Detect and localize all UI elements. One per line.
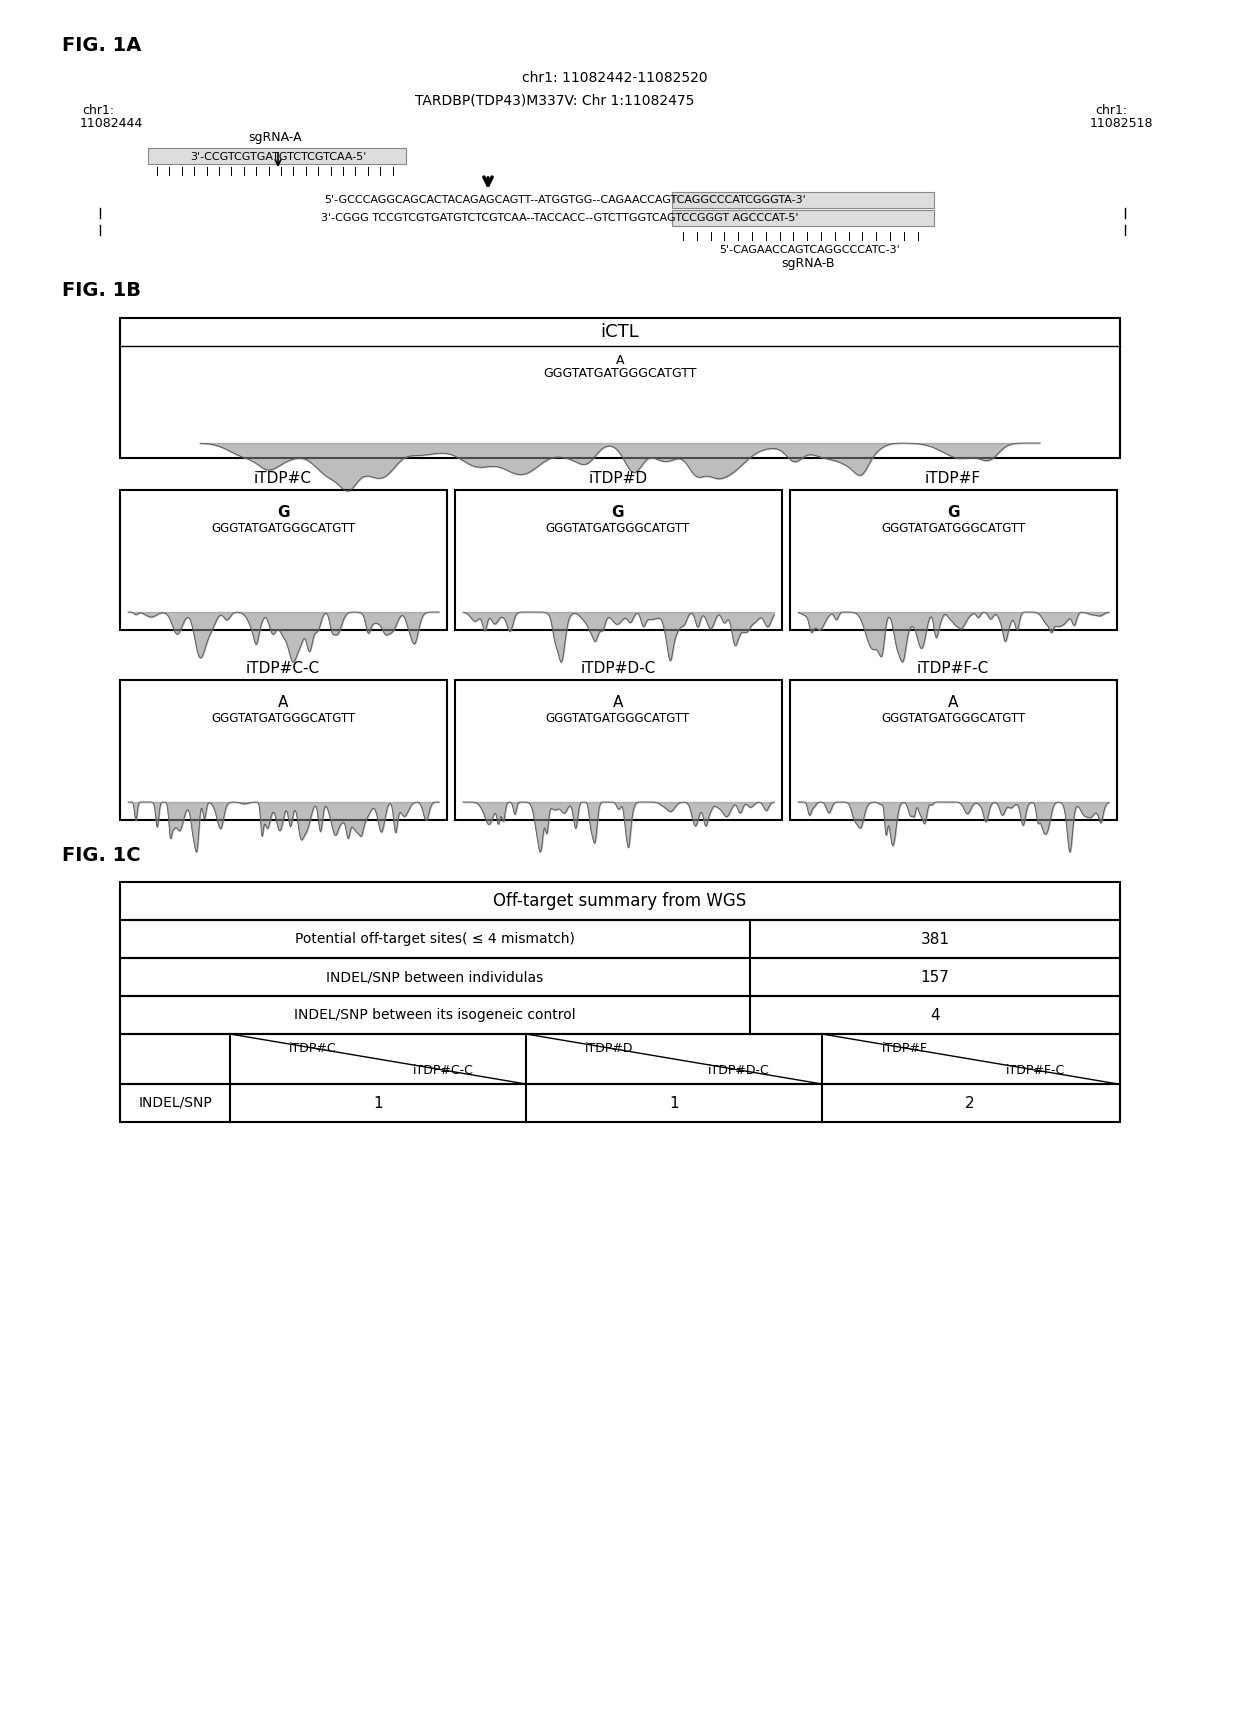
Text: G: G [947, 504, 960, 520]
Text: GGGTATGATGGGCATGTT: GGGTATGATGGGCATGTT [211, 712, 355, 725]
Text: 1: 1 [373, 1095, 383, 1110]
Text: iTDP#D: iTDP#D [589, 470, 647, 485]
Text: GGGTATGATGGGCATGTT: GGGTATGATGGGCATGTT [880, 522, 1025, 534]
Bar [672, 192, 934, 207]
Text: iCTL: iCTL [600, 323, 640, 340]
Bar [672, 211, 934, 226]
Text: A: A [613, 694, 624, 710]
Text: chr1:: chr1: [1095, 104, 1127, 116]
Text: 381: 381 [920, 931, 950, 946]
Bar [120, 1085, 1120, 1123]
Text: G: G [277, 504, 289, 520]
Text: 4: 4 [930, 1007, 940, 1022]
Bar [120, 882, 1120, 920]
Bar [790, 490, 1117, 630]
Text: iTDP#C-C: iTDP#C-C [413, 1064, 474, 1076]
Bar [120, 920, 1120, 958]
Text: FIG. 1A: FIG. 1A [62, 36, 141, 55]
Text: iTDP#C: iTDP#C [289, 1041, 337, 1055]
Text: iTDP#F: iTDP#F [882, 1041, 928, 1055]
Text: sgRNA-A: sgRNA-A [248, 131, 301, 143]
Text: GGGTATGATGGGCATGTT: GGGTATGATGGGCATGTT [211, 522, 355, 534]
Text: iTDP#C: iTDP#C [254, 470, 312, 485]
Text: TARDBP(TDP43)M337V: Chr 1:11082475: TARDBP(TDP43)M337V: Chr 1:11082475 [415, 93, 694, 107]
Bar [455, 680, 782, 820]
Bar [455, 490, 782, 630]
Text: G: G [611, 504, 624, 520]
Text: GGGTATGATGGGCATGTT: GGGTATGATGGGCATGTT [546, 522, 691, 534]
Text: INDEL/SNP between individulas: INDEL/SNP between individulas [326, 971, 543, 984]
Text: A: A [947, 694, 959, 710]
Bar [120, 318, 1120, 458]
Bar [120, 1034, 1120, 1085]
Bar [120, 958, 1120, 996]
Text: INDEL/SNP between its isogeneic control: INDEL/SNP between its isogeneic control [294, 1009, 575, 1022]
Text: FIG. 1C: FIG. 1C [62, 846, 140, 865]
Bar [148, 149, 405, 164]
Text: GGGTATGATGGGCATGTT: GGGTATGATGGGCATGTT [880, 712, 1025, 725]
Text: 3'-CCGTCGTGATGTCTCGTCAA-5': 3'-CCGTCGTGATGTCTCGTCAA-5' [190, 152, 366, 162]
Text: Off-target summary from WGS: Off-target summary from WGS [494, 893, 746, 910]
Text: 5'-CAGAACCAGTCAGGCCCATC-3': 5'-CAGAACCAGTCAGGCCCATC-3' [719, 245, 900, 256]
Text: A: A [278, 694, 288, 710]
Text: iTDP#D-C: iTDP#D-C [580, 660, 656, 675]
Text: sgRNA-B: sgRNA-B [781, 257, 835, 269]
Text: Potential off-target sites( ≤ 4 mismatch): Potential off-target sites( ≤ 4 mismatch… [295, 933, 575, 946]
Text: GGGTATGATGGGCATGTT: GGGTATGATGGGCATGTT [546, 712, 691, 725]
Text: iTDP#F-C: iTDP#F-C [1006, 1064, 1065, 1076]
Text: iTDP#D-C: iTDP#D-C [708, 1064, 770, 1076]
Bar [120, 996, 1120, 1034]
Text: 3'-CGGG TCCGTCGTGATGTCTCGTCAA--TACCACC--GTCTTGGTCAGTCCGGGT AGCCCAT-5': 3'-CGGG TCCGTCGTGATGTCTCGTCAA--TACCACC--… [321, 212, 799, 223]
Text: GGGTATGATGGGCATGTT: GGGTATGATGGGCATGTT [543, 366, 697, 380]
Text: INDEL/SNP: INDEL/SNP [138, 1097, 212, 1110]
Text: iTDP#F: iTDP#F [925, 470, 981, 485]
Text: 5'-GCCCAGGCAGCACTACAGAGCAGTT--ATGGTGG--CAGAACCAGTCAGGCCCATCGGGTA-3': 5'-GCCCAGGCAGCACTACAGAGCAGTT--ATGGTGG--C… [324, 195, 806, 206]
Text: 11082444: 11082444 [81, 116, 144, 130]
Text: A: A [616, 354, 624, 366]
Text: chr1:: chr1: [82, 104, 114, 116]
Text: iTDP#F-C: iTDP#F-C [916, 660, 990, 675]
Text: FIG. 1B: FIG. 1B [62, 280, 141, 299]
Text: 1: 1 [670, 1095, 678, 1110]
Text: 157: 157 [920, 969, 950, 984]
Text: iTDP#C-C: iTDP#C-C [246, 660, 320, 675]
Text: iTDP#D: iTDP#D [584, 1041, 634, 1055]
Text: chr1: 11082442-11082520: chr1: 11082442-11082520 [522, 71, 708, 85]
Text: 2: 2 [965, 1095, 975, 1110]
Text: 11082518: 11082518 [1090, 116, 1153, 130]
Bar [790, 680, 1117, 820]
Bar [120, 490, 446, 630]
Bar [120, 680, 446, 820]
